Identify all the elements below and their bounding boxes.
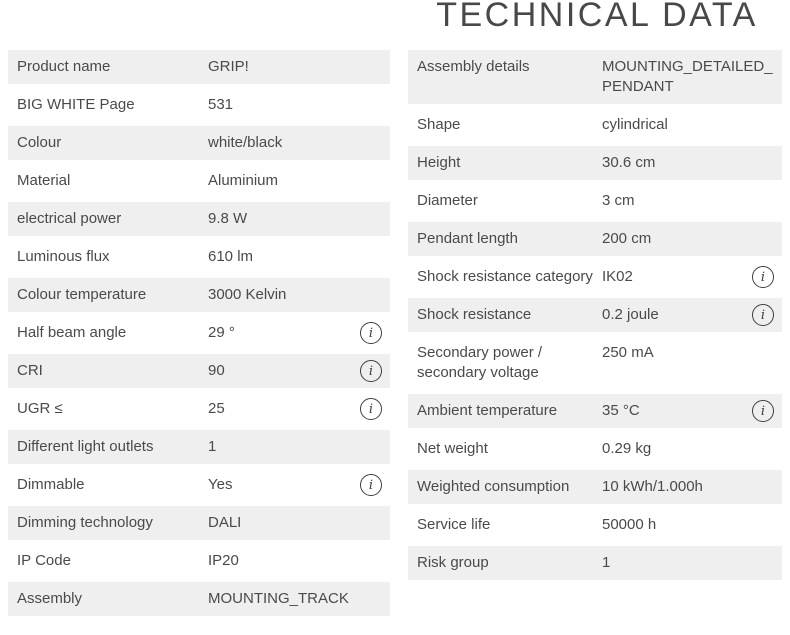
spec-label: Height xyxy=(417,154,461,171)
spec-row: Secondary power / secondary voltage 250 m… xyxy=(408,334,782,392)
spec-label: Colour xyxy=(17,134,62,151)
spec-row: Assembly details MOUNTING_DETAILED_PENDAN… xyxy=(408,48,782,106)
info-icon[interactable]: i xyxy=(752,304,774,326)
spec-value: MOUNTING_DETAILED_PENDANT xyxy=(602,58,773,95)
spec-label: Ambient temperature xyxy=(417,402,558,419)
spec-row: Shape cylindrical xyxy=(408,106,782,144)
spec-value: DALI xyxy=(208,514,242,531)
spec-row: Half beam angle 29 ° i xyxy=(8,314,390,352)
spec-value: 3000 Kelvin xyxy=(208,286,287,303)
spec-value: 30.6 cm xyxy=(602,154,656,171)
spec-value: 1 xyxy=(208,438,217,455)
spec-row: Different light outlets 1 xyxy=(8,428,390,466)
spec-label: electrical power xyxy=(17,210,122,227)
spec-row: Shock resistance category IK02 i xyxy=(408,258,782,296)
info-icon[interactable]: i xyxy=(360,474,382,496)
spec-value: 90 xyxy=(208,362,225,379)
spec-value: 35 °C xyxy=(602,402,640,419)
spec-row: Risk group 1 xyxy=(408,544,782,582)
spec-row: Ambient temperature 35 °C i xyxy=(408,392,782,430)
info-icon[interactable]: i xyxy=(360,398,382,420)
spec-row: Service life 50000 h xyxy=(408,506,782,544)
spec-label: Shock resistance xyxy=(417,306,532,323)
spec-label: Diameter xyxy=(417,192,478,209)
spec-row: Product name GRIP! xyxy=(8,48,390,86)
spec-label: Secondary power / secondary voltage xyxy=(417,344,543,381)
spec-value: Aluminium xyxy=(208,172,279,189)
spec-row: Assembly MOUNTING_TRACK xyxy=(8,580,390,618)
spec-value: 10 kWh/1.000h xyxy=(602,478,703,495)
spec-value: IK02 xyxy=(602,268,633,285)
spec-row: electrical power 9.8 W xyxy=(8,200,390,238)
spec-row: Colour temperature 3000 Kelvin xyxy=(8,276,390,314)
spec-value: 3 cm xyxy=(602,192,635,209)
spec-label: Assembly xyxy=(17,590,83,607)
spec-label: Material xyxy=(17,172,71,189)
spec-label: Colour temperature xyxy=(17,286,147,303)
spec-row: UGR ≤ 25 i xyxy=(8,390,390,428)
spec-value: 25 xyxy=(208,400,225,417)
spec-label: Half beam angle xyxy=(17,324,127,341)
page-title: TECHNICAL DATA xyxy=(436,0,758,34)
spec-label: UGR ≤ xyxy=(17,400,63,417)
spec-row: BIG WHITE Page 531 xyxy=(8,86,390,124)
spec-table-left: Product name GRIP! BIG WHITE Page 531 Colour… xyxy=(8,48,390,618)
spec-label: Assembly details xyxy=(417,58,530,75)
spec-row: Diameter 3 cm xyxy=(408,182,782,220)
spec-label: Shape xyxy=(417,116,461,133)
spec-value: 250 mA xyxy=(602,344,654,361)
spec-value: white/black xyxy=(208,134,283,151)
spec-value: 9.8 W xyxy=(208,210,248,227)
spec-row: Luminous flux 610 lm xyxy=(8,238,390,276)
spec-value: 1 xyxy=(602,554,611,571)
spec-label: Luminous flux xyxy=(17,248,110,265)
spec-value: Yes xyxy=(208,476,233,493)
spec-label: Weighted consumption xyxy=(417,478,570,495)
spec-value: 610 lm xyxy=(208,248,254,265)
info-icon[interactable]: i xyxy=(752,266,774,288)
spec-row: Colour white/black xyxy=(8,124,390,162)
spec-row: Height 30.6 cm xyxy=(408,144,782,182)
spec-label: Different light outlets xyxy=(17,438,154,455)
spec-row: Shock resistance 0.2 joule i xyxy=(408,296,782,334)
spec-value: MOUNTING_TRACK xyxy=(208,590,349,607)
spec-row: CRI 90 i xyxy=(8,352,390,390)
spec-value: 0.29 kg xyxy=(602,440,652,457)
spec-row: Pendant length 200 cm xyxy=(408,220,782,258)
info-icon[interactable]: i xyxy=(752,400,774,422)
spec-label: CRI xyxy=(17,362,43,379)
spec-value: 531 xyxy=(208,96,234,113)
spec-label: Product name xyxy=(17,58,111,75)
spec-label: Dimming technology xyxy=(17,514,153,531)
spec-label: Pendant length xyxy=(417,230,518,247)
spec-row: Dimmable Yes i xyxy=(8,466,390,504)
info-icon[interactable]: i xyxy=(360,360,382,382)
spec-label: Risk group xyxy=(417,554,489,571)
spec-table-right: Assembly details MOUNTING_DETAILED_PENDAN… xyxy=(408,48,782,582)
spec-value: 200 cm xyxy=(602,230,652,247)
spec-label: BIG WHITE Page xyxy=(17,96,135,113)
spec-row: Net weight 0.29 kg xyxy=(408,430,782,468)
spec-value: cylindrical xyxy=(602,116,668,133)
spec-value: GRIP! xyxy=(208,58,249,75)
spec-label: Shock resistance category xyxy=(417,268,593,285)
spec-value: 0.2 joule xyxy=(602,306,659,323)
spec-value: 29 ° xyxy=(208,324,235,341)
spec-label: Service life xyxy=(417,516,491,533)
spec-row: Weighted consumption 10 kWh/1.000h xyxy=(408,468,782,506)
spec-row: IP Code IP20 xyxy=(8,542,390,580)
spec-value: 50000 h xyxy=(602,516,657,533)
spec-value: IP20 xyxy=(208,552,239,569)
spec-row: Material Aluminium xyxy=(8,162,390,200)
spec-row: Dimming technology DALI xyxy=(8,504,390,542)
info-icon[interactable]: i xyxy=(360,322,382,344)
spec-label: Dimmable xyxy=(17,476,85,493)
spec-label: Net weight xyxy=(417,440,488,457)
spec-label: IP Code xyxy=(17,552,71,569)
